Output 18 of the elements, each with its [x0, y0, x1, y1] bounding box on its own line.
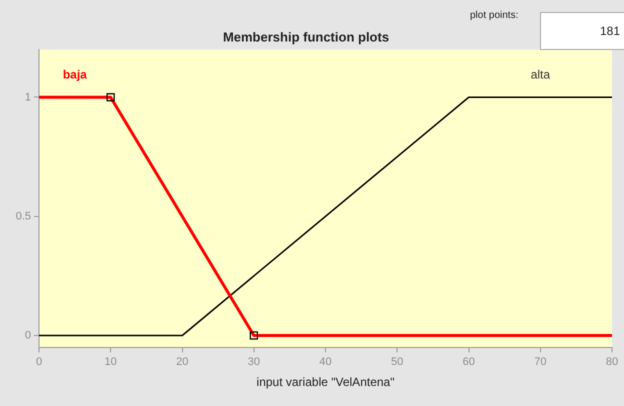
x-tick-label: 80 [606, 356, 618, 368]
series-label: baja [62, 68, 88, 82]
x-tick-label: 30 [248, 356, 260, 368]
x-tick-label: 10 [104, 356, 117, 368]
text: 181 [540, 12, 624, 50]
text: plot points: [470, 10, 518, 21]
x-tick-label: 0 [36, 356, 42, 368]
x-tick-label: 20 [176, 356, 188, 368]
y-tick-label: 1 [24, 91, 31, 104]
x-tick-label: 60 [462, 356, 475, 368]
x-axis-title: input variable "VelAntena" [256, 375, 394, 390]
chart-title: Membership function plots [222, 29, 390, 44]
series-label: alta [530, 68, 550, 82]
x-tick-label: 40 [319, 356, 332, 368]
x-tick-label: 50 [391, 356, 404, 368]
y-tick-label: 0.5 [16, 210, 31, 222]
x-tick-label: 70 [534, 356, 546, 368]
y-tick-label: 0 [24, 330, 31, 342]
